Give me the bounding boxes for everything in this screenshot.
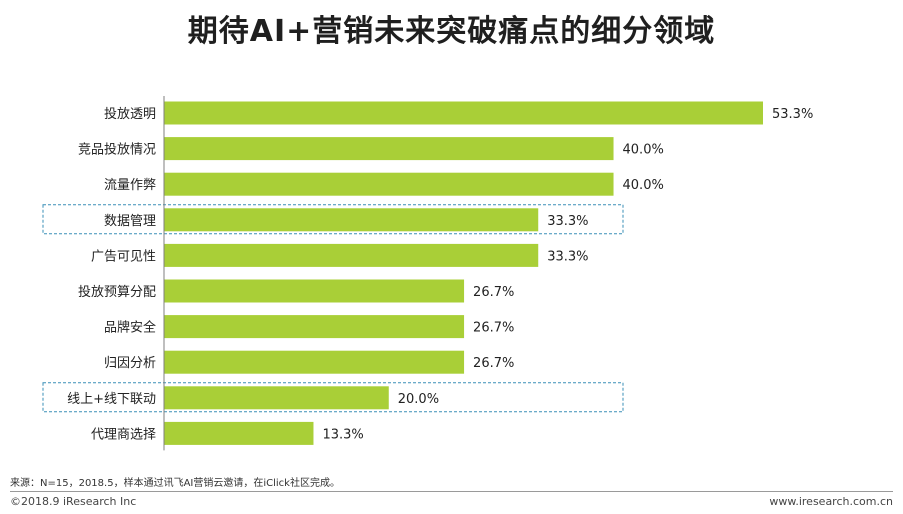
data-label: 26.7% (473, 285, 514, 300)
data-label: 33.3% (547, 249, 588, 264)
data-label: 20.0% (398, 392, 439, 407)
source-note: 来源：N=15，2018.5，样本通过讯飞AI营销云邀请，在iClick社区完成… (10, 478, 340, 489)
footer-divider (10, 491, 893, 492)
category-label: 流量作弊 (104, 177, 156, 193)
category-label: 品牌安全 (104, 320, 156, 336)
website-text: www.iresearch.com.cn (769, 495, 893, 508)
data-label: 33.3% (547, 214, 588, 229)
category-label: 投放预算分配 (78, 284, 156, 300)
page-title: 期待AI+营销未来突破痛点的细分领域 (187, 14, 716, 49)
category-label: 归因分析 (104, 356, 156, 371)
bar (164, 350, 465, 374)
bar (164, 279, 465, 303)
bar (164, 421, 314, 445)
bar (164, 101, 763, 125)
data-label: 40.0% (623, 143, 664, 158)
bar-chart: 投放透明 53.3% 竞品投放情况 40.0% 流量作弊 40.0% 数据管理 33.3% 广告… (42, 96, 813, 451)
data-label: 26.7% (473, 321, 514, 336)
bar (164, 243, 539, 267)
copyright-text: ©2018.9 iResearch Inc (10, 495, 137, 508)
bar (164, 386, 389, 410)
bar (164, 208, 539, 232)
bar (164, 315, 465, 339)
category-label: 竞品投放情况 (78, 142, 156, 158)
category-label: 代理商选择 (91, 427, 156, 442)
data-label: 26.7% (473, 356, 514, 371)
data-label: 40.0% (623, 178, 664, 193)
data-label: 13.3% (322, 427, 363, 442)
category-label: 广告可见性 (91, 249, 156, 264)
highlight-box (42, 204, 624, 235)
category-label: 数据管理 (104, 214, 156, 229)
category-label: 投放透明 (104, 106, 156, 122)
bar (164, 137, 614, 161)
data-label: 53.3% (772, 107, 813, 122)
category-label: 线上+线下联动 (67, 392, 156, 407)
highlight-box (42, 382, 624, 413)
bar (164, 172, 614, 196)
